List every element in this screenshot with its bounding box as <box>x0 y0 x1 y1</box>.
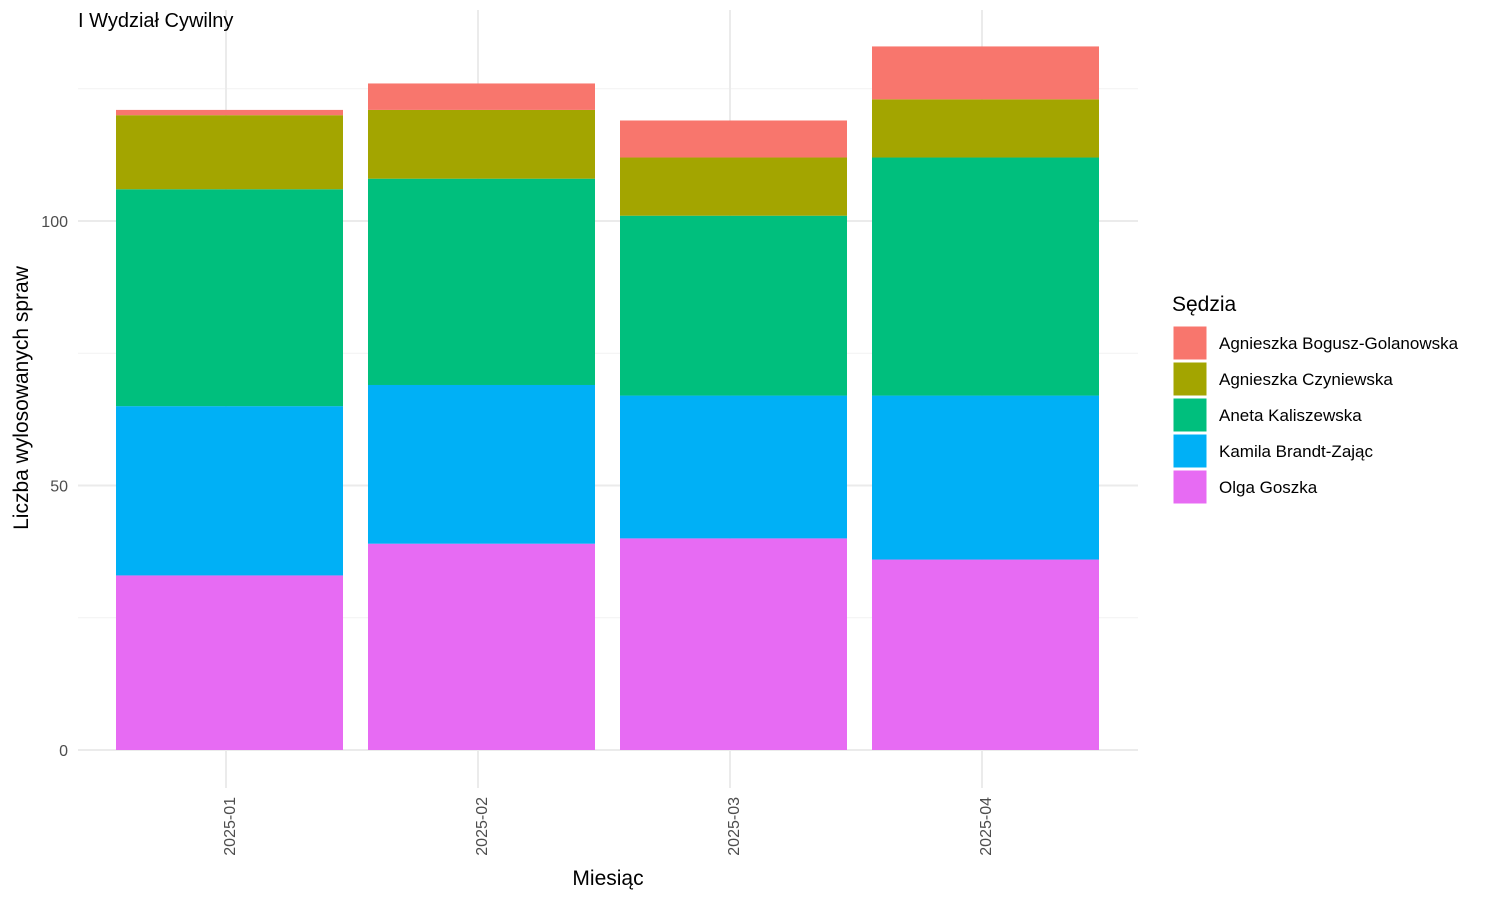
x-tick-label: 2025-04 <box>978 797 995 856</box>
legend-label-aneta-kaliszewska: Aneta Kaliszewska <box>1219 406 1362 425</box>
legend-swatch-aneta-kaliszewska <box>1172 397 1208 433</box>
legend-label-agnieszka-bogusz-golanowska: Agnieszka Bogusz-Golanowska <box>1219 334 1459 353</box>
y-tick-label: 100 <box>41 214 68 231</box>
bar-olga-goszka-2025-02 <box>368 543 595 750</box>
bar-aneta-kaliszewska-2025-04 <box>872 157 1099 396</box>
y-tick-label: 0 <box>59 743 68 760</box>
chart-title: I Wydział Cywilny <box>78 10 233 32</box>
bar-kamila-brandt-zajac-2025-04 <box>872 395 1099 560</box>
legend-label-kamila-brandt-zajac: Kamila Brandt-Zając <box>1219 442 1374 461</box>
x-axis-title: Miesiąc <box>572 867 643 890</box>
bar-agnieszka-czyniewska-2025-02 <box>368 109 595 179</box>
bar-agnieszka-bogusz-golanowska-2025-04 <box>872 46 1099 100</box>
legend: Sędzia Agnieszka Bogusz-GolanowskaAgnies… <box>1172 293 1459 505</box>
x-tick-label: 2025-03 <box>726 797 743 856</box>
y-tick-label: 50 <box>50 479 68 496</box>
bar-aneta-kaliszewska-2025-02 <box>368 178 595 385</box>
legend-swatch-agnieszka-czyniewska <box>1172 361 1208 397</box>
legend-swatch-olga-goszka <box>1172 469 1208 505</box>
bar-agnieszka-czyniewska-2025-03 <box>620 157 847 216</box>
bar-agnieszka-czyniewska-2025-01 <box>116 115 343 190</box>
x-tick-label: 2025-01 <box>222 797 239 856</box>
bar-aneta-kaliszewska-2025-03 <box>620 215 847 396</box>
legend-title: Sędzia <box>1172 293 1237 316</box>
y-axis-title: Liczba wylosowanych spraw <box>10 265 33 530</box>
legend-swatch-agnieszka-bogusz-golanowska <box>1172 325 1208 361</box>
bar-agnieszka-bogusz-golanowska-2025-01 <box>116 109 343 116</box>
legend-items: Agnieszka Bogusz-Golanowska Agnieszka Czy… <box>1172 325 1459 505</box>
legend-swatch-kamila-brandt-zajac <box>1172 433 1208 469</box>
bar-kamila-brandt-zajac-2025-02 <box>368 384 595 544</box>
bar-agnieszka-czyniewska-2025-04 <box>872 99 1099 158</box>
legend-label-olga-goszka: Olga Goszka <box>1219 478 1318 497</box>
bar-agnieszka-bogusz-golanowska-2025-02 <box>368 83 595 110</box>
bar-olga-goszka-2025-04 <box>872 559 1099 750</box>
bar-olga-goszka-2025-01 <box>116 575 343 750</box>
y-axis-ticks: 0 50 100 <box>41 214 68 760</box>
bar-olga-goszka-2025-03 <box>620 538 847 750</box>
x-tick-label: 2025-02 <box>474 797 491 856</box>
x-axis-ticks: 2025-01 2025-02 2025-03 2025-04 <box>222 797 995 856</box>
bar-kamila-brandt-zajac-2025-03 <box>620 395 847 539</box>
bar-kamila-brandt-zajac-2025-01 <box>116 406 343 576</box>
bar-agnieszka-bogusz-golanowska-2025-03 <box>620 120 847 158</box>
bars-group <box>116 46 1099 750</box>
bar-aneta-kaliszewska-2025-01 <box>116 189 343 407</box>
legend-label-agnieszka-czyniewska: Agnieszka Czyniewska <box>1219 370 1393 389</box>
